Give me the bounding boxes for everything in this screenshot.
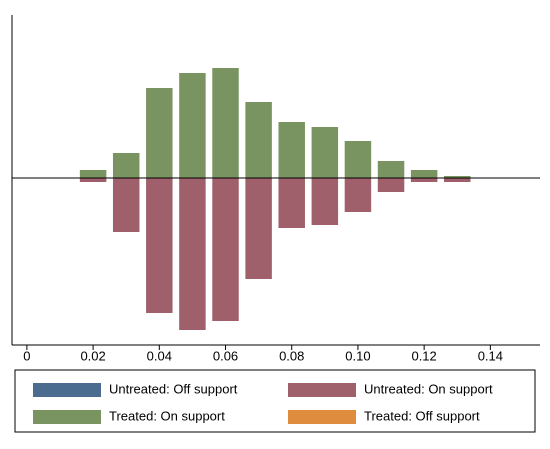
- bar: [278, 178, 305, 228]
- bar: [245, 102, 272, 178]
- legend-label: Treated: On support: [109, 408, 225, 423]
- x-tick-label: 0: [23, 348, 30, 363]
- x-tick-label: 0.10: [345, 348, 370, 363]
- bar: [112, 153, 140, 178]
- bar: [79, 170, 107, 178]
- bar: [410, 170, 438, 178]
- bar: [444, 176, 471, 178]
- x-tick-label: 0.04: [147, 348, 172, 363]
- bar: [344, 178, 372, 212]
- x-tick-label: 0.08: [279, 348, 304, 363]
- bar: [146, 178, 173, 313]
- legend-swatch: [33, 383, 101, 397]
- bar: [344, 141, 372, 178]
- legend-label: Untreated: On support: [364, 381, 493, 396]
- bar: [444, 178, 471, 182]
- bar: [146, 88, 173, 178]
- bar: [410, 178, 438, 182]
- legend-swatch: [33, 410, 101, 424]
- legend-label: Untreated: Off support: [109, 381, 238, 396]
- bar: [311, 178, 339, 225]
- legend-box: [14, 369, 536, 433]
- x-tick-label: 0.02: [80, 348, 105, 363]
- bar: [112, 178, 140, 232]
- x-tick-label: 0.06: [213, 348, 238, 363]
- bar: [79, 178, 107, 182]
- x-tick-label: 0.12: [411, 348, 436, 363]
- bar: [278, 122, 305, 178]
- bar: [245, 178, 272, 279]
- legend-swatch: [288, 383, 356, 397]
- legend-label: Treated: Off support: [364, 408, 480, 423]
- bar: [311, 127, 339, 178]
- x-tick-label: 0.14: [478, 348, 503, 363]
- bar: [179, 178, 206, 330]
- legend-swatch: [288, 410, 356, 424]
- bar: [377, 161, 405, 178]
- bar: [377, 178, 405, 192]
- bar: [212, 178, 239, 321]
- bar: [212, 68, 239, 178]
- bar: [179, 73, 206, 178]
